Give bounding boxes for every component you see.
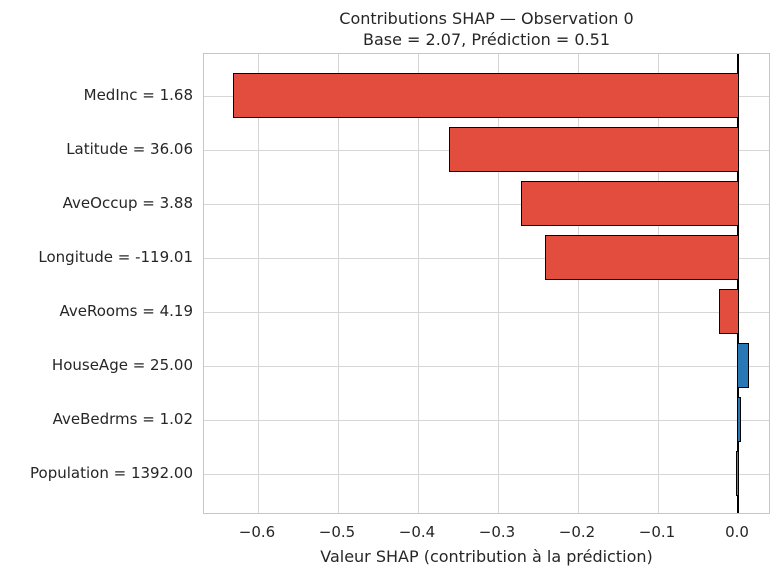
plot-area xyxy=(203,53,770,514)
bar-aveoccup xyxy=(521,181,739,226)
zero-line xyxy=(737,54,739,513)
bar-latitude xyxy=(449,127,739,172)
bar-longitude xyxy=(545,235,739,280)
gridline-horizontal xyxy=(204,311,769,313)
bar-medinc xyxy=(233,73,739,118)
bar-houseage xyxy=(737,343,749,388)
y-tick-label: AveBedrms = 1.02 xyxy=(52,409,193,428)
gridline-horizontal xyxy=(204,203,769,205)
y-tick-label: HouseAge = 25.00 xyxy=(51,355,193,374)
x-tick-label: −0.1 xyxy=(638,523,676,541)
x-axis-label: Valeur SHAP (contribution à la prédictio… xyxy=(320,547,653,566)
gridline-vertical xyxy=(418,54,419,513)
chart-title: Contributions SHAP — Observation 0 xyxy=(339,9,634,28)
y-tick-label: MedInc = 1.68 xyxy=(83,85,193,104)
gridline-horizontal xyxy=(204,419,769,421)
bar-avebedrms xyxy=(737,397,742,442)
x-tick-label: 0.0 xyxy=(725,523,749,541)
x-tick-label: −0.4 xyxy=(398,523,436,541)
x-tick-label: −0.5 xyxy=(318,523,356,541)
chart-title-block: Contributions SHAP — Observation 0 Base … xyxy=(203,8,770,50)
gridline-horizontal xyxy=(204,257,769,259)
gridline-horizontal xyxy=(204,365,769,367)
chart-subtitle: Base = 2.07, Prédiction = 0.51 xyxy=(362,30,611,49)
bar-averooms xyxy=(719,289,739,334)
y-tick-label: Population = 1392.00 xyxy=(30,463,193,482)
y-tick-label: Longitude = -119.01 xyxy=(38,247,193,266)
y-tick-label: AveRooms = 4.19 xyxy=(59,301,193,320)
gridline-vertical xyxy=(338,54,339,513)
bar-population xyxy=(736,451,739,496)
gridline-vertical xyxy=(658,54,659,513)
x-tick-label: −0.3 xyxy=(478,523,516,541)
y-tick-label: AveOccup = 3.88 xyxy=(62,193,193,212)
gridline-horizontal xyxy=(204,473,769,475)
gridline-vertical xyxy=(578,54,579,513)
gridline-vertical xyxy=(258,54,259,513)
x-tick-label: −0.2 xyxy=(558,523,596,541)
y-tick-label: Latitude = 36.06 xyxy=(66,139,193,158)
x-tick-label: −0.6 xyxy=(238,523,276,541)
gridline-vertical xyxy=(498,54,499,513)
